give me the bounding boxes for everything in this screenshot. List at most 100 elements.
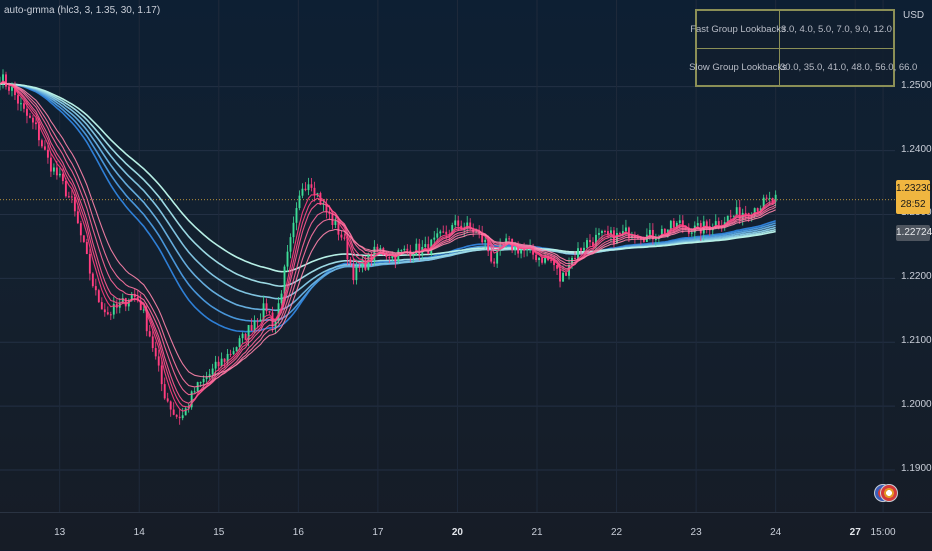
time-tick-label: 21 — [531, 527, 543, 538]
candle-body — [46, 149, 49, 158]
eu-flag-icon[interactable] — [880, 484, 898, 502]
last-price-tag: 1.23230 28:52 — [896, 180, 932, 214]
candle-body — [771, 197, 774, 202]
candle-body — [361, 260, 364, 268]
candle-body — [223, 358, 226, 362]
candle-body — [31, 117, 34, 123]
candle-body — [726, 215, 729, 223]
candle-body — [280, 293, 283, 304]
candle-body — [172, 409, 175, 415]
candle-body — [523, 249, 526, 251]
chart-grid — [0, 0, 895, 512]
candle-body — [397, 250, 400, 262]
time-tick-label: 15:00 — [870, 527, 896, 538]
candle-body — [678, 220, 681, 223]
candle-body — [40, 140, 43, 147]
candle-body — [8, 86, 10, 91]
time-tick-label: 22 — [610, 527, 623, 538]
candle-body — [349, 259, 352, 264]
candle-body — [91, 273, 94, 287]
candle-body — [400, 250, 403, 252]
slow-ema-line — [0, 82, 776, 312]
candle-body — [538, 257, 541, 261]
candle-body — [256, 321, 259, 323]
price-tick-label: 1.25000 — [901, 79, 932, 91]
candle-body — [681, 220, 684, 227]
candle-body — [109, 314, 112, 316]
candle-body — [85, 241, 88, 254]
candle-body — [544, 256, 547, 263]
candle-body — [328, 211, 331, 214]
candle-body — [675, 222, 678, 228]
candle-body — [310, 184, 313, 188]
candle-body — [301, 188, 304, 196]
candle-body — [535, 254, 538, 261]
candle-body — [238, 338, 241, 348]
candle-body — [199, 382, 202, 384]
price-tick-label: 1.24000 — [901, 143, 932, 155]
candle-body — [94, 286, 97, 291]
candle-body — [241, 333, 244, 339]
candle-body — [394, 254, 397, 262]
candle-body — [34, 122, 37, 125]
candle-body — [277, 303, 280, 322]
candle-body — [445, 231, 448, 235]
candle-body — [14, 86, 16, 96]
fast-lookback-name: Fast Group Lookbacks — [690, 11, 786, 48]
candle-body — [307, 184, 310, 191]
candle-body — [496, 249, 499, 264]
indicator-label[interactable]: auto-gmma (hlc3, 3, 1.35, 30, 1.17) — [4, 5, 161, 16]
candle-body — [487, 239, 490, 252]
candle-body — [457, 220, 460, 226]
candle-body — [268, 311, 271, 313]
price-tick-label: 1.19000 — [901, 463, 932, 475]
candle-body — [202, 378, 205, 383]
fast-ema-group — [0, 80, 777, 412]
candle-body — [244, 333, 247, 340]
candle-body — [774, 194, 777, 202]
candle-body — [187, 407, 190, 409]
fast-ema-line — [0, 82, 776, 388]
candle-body — [58, 173, 61, 176]
candle-body — [592, 242, 594, 246]
time-tick-label: 15 — [213, 527, 225, 538]
candle-body — [738, 207, 741, 219]
candle-body — [520, 249, 523, 254]
price-tick-label: 1.21000 — [901, 335, 932, 347]
candle-body — [442, 231, 445, 233]
candle-body — [508, 238, 511, 240]
candle-body — [604, 230, 606, 232]
candle-body — [259, 319, 262, 322]
candle-body — [346, 238, 349, 260]
price-chart[interactable] — [0, 0, 895, 512]
candle-body — [184, 408, 187, 416]
candle-body — [73, 196, 76, 212]
candle-body — [298, 195, 301, 209]
candle-body — [388, 256, 391, 259]
candle-body — [406, 248, 409, 251]
candle-body — [178, 416, 181, 419]
candle-body — [759, 208, 762, 212]
candle-body — [166, 398, 169, 402]
candle-body — [61, 173, 64, 182]
time-tick-label: 14 — [133, 527, 145, 538]
candle-body — [466, 222, 469, 229]
candle-body — [610, 230, 612, 235]
candle-body — [274, 321, 277, 327]
candle-body — [370, 254, 373, 261]
candle-body — [385, 255, 388, 257]
candle-body — [205, 377, 208, 379]
candle-body — [580, 248, 582, 251]
time-axis[interactable]: 13 14 15 16 17 20 21 22 23 24 27 15:00 — [0, 512, 932, 551]
candle-body — [735, 207, 738, 216]
fast-lookback-row: Fast Group Lookbacks 3.0, 4.0, 5.0, 7.0,… — [690, 11, 893, 48]
candle-body — [160, 365, 163, 385]
candle-body — [454, 220, 457, 226]
candle-body — [313, 187, 316, 196]
candle-body — [112, 303, 115, 315]
candle-body — [2, 74, 4, 85]
bar-countdown: 28:52 — [900, 199, 926, 210]
candle-body — [672, 220, 675, 228]
candle-body — [115, 303, 118, 308]
time-tick-label: 23 — [690, 527, 702, 538]
